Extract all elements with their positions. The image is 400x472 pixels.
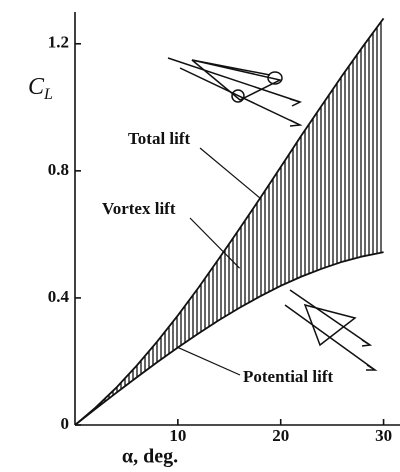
y-tick-label: 1.2 xyxy=(48,33,69,52)
wing-sketch-top xyxy=(167,57,303,127)
vortex-lift-label: Vortex lift xyxy=(102,199,176,218)
axes xyxy=(74,12,400,426)
wing-sketch-bottom xyxy=(284,289,378,371)
y-tick-label: 0.4 xyxy=(48,287,70,306)
potential-lift-label: Potential lift xyxy=(243,367,334,386)
curve xyxy=(74,251,384,426)
total-lift-label: Total lift xyxy=(128,129,191,148)
vortex-lift-label-leader xyxy=(189,217,240,269)
y-tick-label: 0.8 xyxy=(48,160,69,179)
x-axis-label: α, deg. xyxy=(122,446,178,468)
potential-lift-label-leader xyxy=(177,346,241,376)
y-axis-label: CL xyxy=(28,74,53,103)
curve xyxy=(74,17,385,426)
total-lift-label-leader xyxy=(199,147,261,199)
x-tick-label: 20 xyxy=(272,426,289,445)
x-tick-label: 30 xyxy=(375,426,392,445)
x-tick-label: 10 xyxy=(169,426,186,445)
vortex-lift-area xyxy=(75,18,384,425)
y-tick-label: 0 xyxy=(61,414,70,433)
